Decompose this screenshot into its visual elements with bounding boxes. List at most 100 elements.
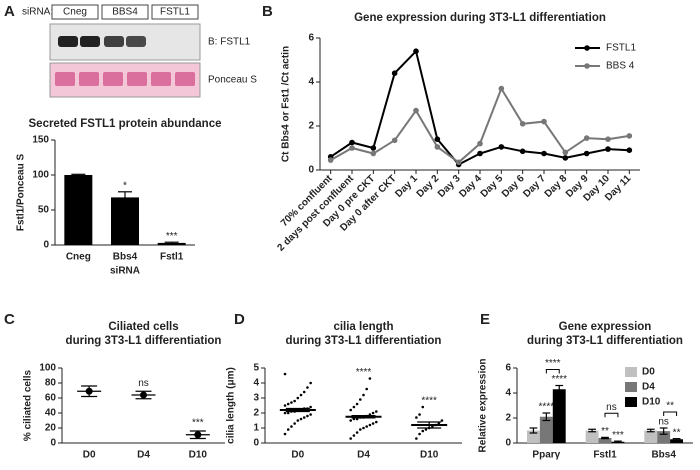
y-axis-label: Ct Bbs4 or Fst1 /Ct actin [281,46,292,162]
error-bar [646,428,655,433]
x-tick-label: Bbs4 [113,252,138,263]
significance: **** [421,396,437,407]
x-tick-label: D10 [420,450,439,461]
data-point [293,399,296,403]
x-tick-label: D10 [189,450,208,461]
y-tick-label: 60 [45,393,57,404]
error-bar [588,428,596,433]
x-tick-label: Day 7 [521,173,548,200]
bar [598,438,612,443]
y-tick-label: 0 [505,438,511,449]
y-tick-label: 6 [308,33,314,44]
marker [370,150,377,157]
data-point [359,428,362,431]
marker [327,157,334,163]
panel-label: A [4,3,15,20]
significance: *** [612,430,624,441]
data-point [309,381,312,385]
marker [519,121,526,127]
data-point [371,422,375,425]
chart-title: Gene expression [559,321,652,333]
data-point [302,390,306,394]
data-point [362,426,365,430]
y-tick-label: 0 [253,438,259,449]
marker [413,48,419,54]
data-point [365,387,369,391]
x-tick-label: Bbs4 [651,450,676,461]
error-bar [285,407,310,413]
point [194,431,202,439]
data-point [421,405,425,409]
legend-swatch [625,382,637,392]
marker [391,137,398,144]
data-point [421,429,425,433]
y-tick-label: 0 [308,165,314,176]
ponceau-lane [127,72,147,86]
marker [605,146,611,152]
y-tick-label: 6 [505,363,511,374]
data-point [296,419,300,422]
ponceau-lane [55,72,75,86]
y-tick-label: 0 [50,438,56,449]
band [104,36,124,47]
bar [552,389,566,443]
blot-row-label: Ponceau S [208,75,257,86]
data-point [290,425,293,428]
data-point [302,416,306,419]
x-tick-label: Fstl1 [160,252,184,263]
chart-subtitle: during 3T3-L1 differentiation [527,335,683,347]
bar [64,175,93,245]
marker [413,107,419,114]
data-point [293,422,296,425]
significance: *** [166,231,178,242]
data-point [286,402,290,406]
marker [583,150,590,157]
data-point [296,396,300,400]
data-point [415,437,418,440]
y-tick-label: 100 [39,363,56,374]
bar [111,197,139,245]
chart-title: cilia length [333,321,393,333]
lane-label: BBS4 [112,7,138,18]
marker [562,155,569,161]
data-point [309,405,312,409]
bar [585,430,599,443]
marker [562,149,569,156]
significance: ns [606,402,617,413]
error-bar [601,436,609,440]
y-axis-label: Relative expression [478,359,489,453]
data-point [306,386,309,389]
y-tick-label: 4 [253,378,259,389]
error-bar [672,438,681,441]
marker [477,140,483,147]
bar [539,416,553,443]
x-tick-label: Fstl1 [593,450,617,461]
data-point [309,413,312,416]
bar [644,430,658,443]
x-tick-label: Day 8 [543,173,570,200]
marker [434,136,441,142]
bar [670,439,684,443]
data-point [418,432,421,436]
y-tick-label: 4 [308,77,314,88]
legend-marker [584,45,590,51]
data-point [375,420,378,424]
error-bar [118,191,132,204]
marker [626,147,633,153]
data-point [355,431,359,434]
error-bar [555,384,564,394]
panel-label: C [4,311,15,328]
legend-label: D0 [642,367,655,378]
legend-swatch [625,397,637,407]
significance: * [123,180,127,191]
y-tick-label: 2 [308,121,314,132]
significance: ** [601,426,609,437]
lane-box [51,4,99,20]
marker [583,135,590,141]
data-point [418,413,421,416]
marker [541,150,547,157]
data-point [306,414,309,418]
significance: **** [551,374,567,385]
marker [498,144,505,150]
